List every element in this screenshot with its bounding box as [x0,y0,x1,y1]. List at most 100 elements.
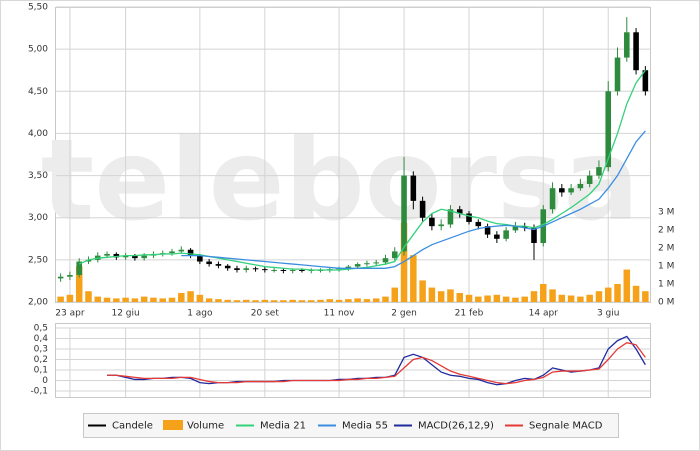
y2-tick-label: 1 M [658,261,674,271]
candle-body [642,70,649,92]
candle-body [577,184,584,189]
candle-body [364,263,370,265]
candle-body [197,255,203,262]
volume-bar [140,296,148,302]
volume-bar [66,294,74,302]
x-tick-label: 12 giu [111,309,139,319]
candle-body [187,249,194,256]
macd-line [107,335,646,386]
legend-label: Candele [112,421,153,432]
volume-bar [428,287,436,302]
candle-body [373,262,379,264]
volume-bar [261,299,269,302]
volume-bar [484,295,491,302]
volume-bar [567,295,575,302]
y-tick-label: 2,00 [28,298,48,308]
macd-line [107,342,646,385]
candle-body [410,175,417,201]
volume-bar [391,287,399,302]
volume-bar [57,296,64,302]
candle-body [113,253,120,258]
candle-body [503,230,509,239]
volume-bar [317,299,324,302]
y-tick-label: -0,1 [30,387,48,397]
volume-bar [577,296,584,302]
candle-body [243,268,250,270]
volume-bar [280,300,287,302]
candle-body [633,32,639,71]
x-tick-label: 23 apr [55,309,85,319]
y-tick-label: 0 [42,376,48,386]
candle-body [586,175,593,184]
volume-bar [187,291,194,302]
candle-body [429,217,435,227]
y2-tick-label: 3 M [658,207,674,217]
candle-body [624,32,630,58]
volume-bar [530,291,538,302]
volume-bar [623,269,631,302]
volume-bar [586,294,593,302]
candle-body [67,275,73,277]
volume-bar [85,291,92,302]
volume-bar [437,291,445,302]
candle-body [531,227,537,243]
candle-body [354,264,361,267]
y2-tick-label: 2 M [658,225,674,235]
y-tick-label: 5,50 [28,3,48,13]
candle-body [484,226,491,235]
y2-tick-label: 1 M [658,279,674,289]
candle-body [391,251,398,259]
volume-bar [270,300,278,302]
candle-body [512,226,519,231]
volume-bar [502,296,510,302]
x-tick-label: 1 ago [187,309,213,319]
candle-body [85,259,92,262]
volume-bar [614,283,621,302]
volume-bar [335,299,343,302]
volume-bar [103,297,111,302]
legend-label: Volume [187,421,224,432]
moving-average-line [181,130,646,269]
y-tick-label: 4,50 [28,87,48,97]
y-tick-label: 4,00 [28,129,48,139]
volume-bar [604,287,612,302]
candle-body [494,234,500,239]
volume-bar [243,299,250,302]
volume-bar [447,289,454,302]
y-tick-label: 0,1 [34,366,48,376]
volume-bar [159,298,166,302]
candle-body [596,167,602,176]
volume-bar [382,296,389,302]
volume-bar [456,292,463,302]
volume-bar [252,300,259,302]
y-tick-label: 0,5 [34,324,48,334]
candle-body [521,226,528,228]
y-tick-label: 3,00 [28,213,48,223]
volume-bar [632,285,640,302]
volume-bar [178,292,185,302]
volume-bar [215,299,222,302]
volume-bar [363,299,371,302]
candle-body [178,249,185,252]
volume-bar [354,298,361,302]
candle-body [568,188,574,193]
candle-body [438,224,444,227]
legend-label: MACD(26,12,9) [418,421,494,432]
candle-body [252,268,259,270]
candle-body [215,264,222,266]
x-tick-label: 11 nov [324,309,356,319]
volume-bar [94,296,102,302]
candle-body [234,268,240,270]
volume-bar [410,255,417,302]
y-tick-label: 5,00 [28,45,48,55]
volume-bar [475,296,482,302]
legend-label: Media 21 [260,421,306,432]
legend-label: Segnale MACD [529,421,603,432]
candle-body [262,269,268,271]
volume-bar [465,294,473,302]
legend-box [83,413,619,438]
candle-body [447,209,454,225]
candle-body [280,269,287,271]
